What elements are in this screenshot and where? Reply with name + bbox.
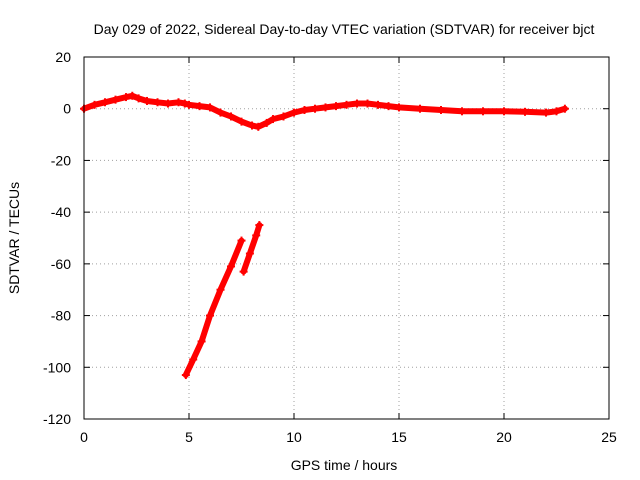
data-point: [181, 371, 190, 380]
y-tick-label: -120: [43, 411, 71, 427]
y-tick-label: -40: [51, 204, 71, 220]
data-point: [437, 106, 445, 115]
y-tick-label: -80: [51, 308, 71, 324]
x-axis-label: GPS time / hours: [291, 457, 398, 473]
data-point: [542, 108, 550, 117]
data-point: [262, 118, 271, 127]
data-point: [164, 99, 172, 108]
data-point: [153, 98, 162, 107]
data-point: [143, 96, 151, 105]
data-point: [248, 121, 256, 130]
data-point: [185, 100, 193, 109]
data-point: [101, 98, 109, 107]
y-tick-label: -20: [51, 152, 71, 168]
data-point: [252, 231, 261, 240]
data-point: [552, 107, 561, 116]
data-point: [254, 122, 263, 131]
tick-labels: 0 5 10 15 20 25 20 0 -20 -40 -60 -80 -100 -120: [43, 49, 617, 445]
data-point: [374, 100, 382, 109]
data-point: [128, 91, 137, 100]
data-point: [479, 107, 487, 116]
data-point: [279, 112, 288, 121]
data-point: [174, 98, 183, 107]
series-segment: [182, 237, 245, 378]
data-point: [111, 95, 120, 104]
data-point: [353, 99, 361, 108]
data-point: [216, 108, 225, 117]
data-point: [197, 337, 206, 346]
data-point: [245, 249, 254, 258]
data-point: [311, 104, 319, 113]
data-point: [216, 285, 225, 294]
data-point: [395, 103, 403, 112]
data-point: [237, 236, 246, 245]
x-tick-label: 15: [391, 429, 407, 445]
data-point: [195, 102, 204, 111]
y-tick-label: 20: [55, 49, 71, 65]
data-point: [206, 103, 214, 112]
data-point: [134, 94, 143, 103]
series-segment: [81, 92, 568, 130]
data-point: [363, 99, 372, 108]
data-point: [269, 115, 277, 124]
data-point: [416, 104, 424, 113]
data-point: [189, 355, 198, 364]
data-point: [227, 262, 235, 271]
data-point: [521, 107, 529, 116]
x-tick-label: 10: [286, 429, 302, 445]
y-tick-label: -100: [43, 359, 71, 375]
data-point: [122, 93, 130, 102]
data-point: [321, 103, 330, 112]
data-point: [458, 107, 466, 116]
data-point: [384, 102, 393, 111]
data-point: [500, 107, 508, 116]
chart-title: Day 029 of 2022, Sidereal Day-to-day VTE…: [94, 21, 595, 37]
y-axis-label: SDTVAR / TECUs: [6, 182, 22, 294]
y-tick-label: 0: [63, 101, 71, 117]
data-point: [342, 100, 351, 109]
data-point: [206, 311, 214, 320]
data-point: [90, 100, 99, 109]
data-point: [239, 267, 248, 276]
grid-lines: [84, 57, 609, 419]
data-point: [237, 117, 246, 126]
plot-frame: [83, 56, 610, 420]
data-point: [300, 106, 309, 115]
data-series: [80, 91, 569, 380]
data-point: [180, 99, 189, 108]
data-point: [332, 102, 340, 111]
x-tick-label: 5: [185, 429, 193, 445]
x-tick-label: 0: [80, 429, 88, 445]
data-point: [290, 108, 298, 117]
data-point: [255, 221, 264, 230]
data-point: [560, 104, 569, 113]
x-tick-label: 20: [496, 429, 512, 445]
y-tick-label: -60: [51, 256, 71, 272]
data-point: [227, 112, 235, 121]
x-tick-label: 25: [601, 429, 617, 445]
series-segment: [240, 222, 263, 275]
